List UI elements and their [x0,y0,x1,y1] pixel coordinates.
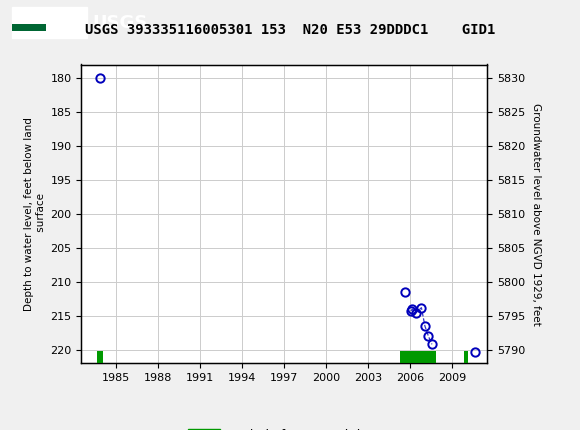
Bar [400,351,436,363]
Y-axis label: Groundwater level above NGVD 1929, feet: Groundwater level above NGVD 1929, feet [531,102,541,326]
Bar [12,25,45,31]
Legend: Period of approved data: Period of approved data [183,424,385,430]
Text: USGS 393335116005301 153  N20 E53 29DDDC1    GID1: USGS 393335116005301 153 N20 E53 29DDDC1… [85,22,495,37]
Bar [12,7,87,38]
Y-axis label: Depth to water level, feet below land
 surface: Depth to water level, feet below land su… [24,117,46,311]
Bar [464,351,468,363]
Bar [12,25,45,31]
Bar [97,351,103,363]
Text: USGS: USGS [93,14,148,31]
